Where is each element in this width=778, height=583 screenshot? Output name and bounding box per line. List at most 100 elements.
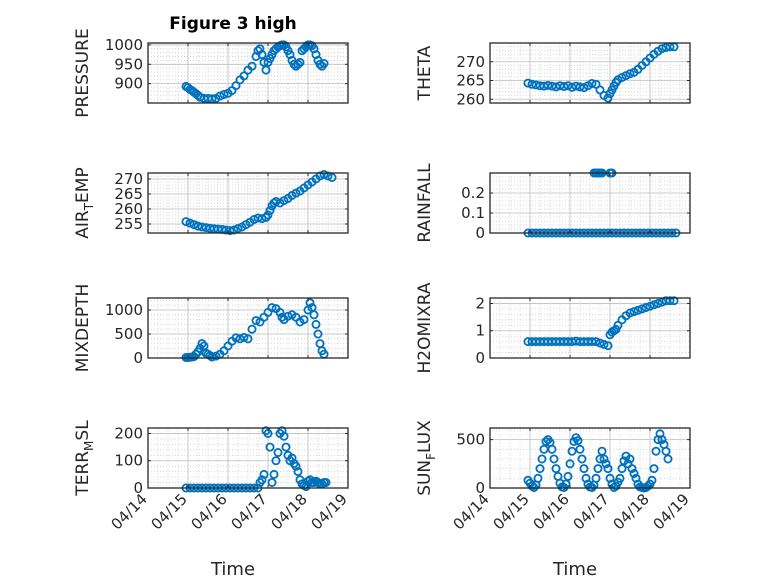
data-point — [267, 477, 277, 487]
x-tick-label: 04/19 — [650, 490, 693, 533]
data-point — [593, 464, 603, 474]
data-point — [189, 220, 199, 230]
data-point — [627, 464, 637, 474]
data-point — [625, 69, 635, 79]
data-point — [231, 81, 241, 91]
x-tick-label: 04/16 — [188, 490, 231, 533]
y-axis-label: RAINFALL — [415, 163, 435, 243]
y-tick-label: 270 — [114, 170, 143, 188]
y-axis-label-main: SUN — [415, 460, 435, 496]
x-tick-label: 04/15 — [490, 490, 533, 533]
data-point — [657, 435, 667, 445]
y-tick-label: 500 — [114, 325, 143, 343]
data-point — [185, 218, 195, 228]
y-axis-label-subscript: M — [82, 441, 96, 451]
data-point — [283, 311, 293, 321]
data-point — [257, 475, 267, 485]
y-axis-label: MIXDEPTH — [73, 284, 93, 373]
y-axis-label: THETA — [415, 45, 435, 101]
data-point — [277, 426, 287, 436]
y-tick-label: 1000 — [105, 36, 143, 54]
y-tick-label: 260 — [456, 90, 485, 108]
y-tick-label: 500 — [456, 431, 485, 449]
data-point — [239, 332, 249, 342]
x-axis-label: Time — [210, 559, 255, 580]
y-tick-label: 255 — [114, 215, 143, 233]
data-point — [193, 221, 203, 231]
data-point — [257, 50, 267, 60]
data-point — [643, 481, 653, 491]
y-axis-label-rest: EMP — [73, 167, 93, 203]
data-point — [259, 57, 269, 67]
data-point — [243, 334, 253, 344]
y-tick-label: 950 — [114, 55, 143, 73]
data-point — [215, 91, 225, 101]
data-point — [281, 442, 291, 452]
data-point — [603, 93, 613, 103]
data-point — [261, 65, 271, 75]
data-point — [279, 431, 289, 441]
data-point — [649, 300, 659, 310]
data-point — [599, 339, 609, 349]
data-point — [603, 341, 613, 351]
data-point — [265, 442, 275, 452]
x-tick-label: 04/14 — [450, 490, 493, 533]
data-series — [181, 40, 329, 104]
data-point — [541, 436, 551, 446]
subplot-6: 0 1 2 H2OMIXRA — [415, 282, 691, 374]
y-tick-label: 900 — [114, 75, 143, 93]
data-point — [575, 444, 585, 454]
grid-lines — [489, 172, 691, 234]
data-point — [279, 40, 289, 50]
data-point — [651, 446, 661, 456]
data-point — [535, 464, 545, 474]
data-point — [663, 454, 673, 464]
data-point — [299, 315, 309, 325]
data-point — [567, 446, 577, 456]
y-tick-label: 265 — [114, 185, 143, 203]
data-point — [271, 456, 281, 466]
axes-box — [489, 42, 691, 104]
data-point — [273, 447, 283, 457]
x-tick-label: 04/17 — [570, 490, 613, 533]
y-tick-label: 1000 — [105, 301, 143, 319]
data-point — [647, 475, 657, 485]
data-point — [291, 461, 301, 471]
data-point — [319, 169, 329, 179]
data-point — [239, 71, 249, 81]
data-point — [315, 59, 325, 69]
y-axis-label: SUNFLUX — [415, 420, 438, 496]
axes-box — [489, 172, 691, 234]
data-point — [293, 467, 303, 477]
data-point — [649, 464, 659, 474]
data-point — [661, 446, 671, 456]
data-point — [531, 80, 541, 90]
data-point — [601, 459, 611, 469]
y-axis-label: H2OMIXRA — [415, 282, 435, 373]
y-tick-label: 0.1 — [461, 204, 485, 222]
data-point — [587, 337, 597, 347]
data-point — [301, 482, 311, 492]
axes-box — [489, 297, 691, 359]
data-point — [309, 310, 319, 320]
data-point — [295, 57, 305, 67]
data-point — [645, 301, 655, 311]
y-tick-label: 265 — [456, 72, 485, 90]
data-series — [523, 42, 679, 103]
data-point — [247, 324, 257, 334]
data-point — [591, 337, 601, 347]
y-tick-label: 2 — [475, 294, 485, 312]
data-series — [181, 298, 329, 362]
data-point — [637, 304, 647, 314]
y-axis-label-subscript: F — [424, 453, 438, 460]
y-axis-label-rest: SL — [73, 420, 93, 441]
data-point — [269, 469, 279, 479]
data-point — [629, 468, 639, 478]
data-point — [549, 454, 559, 464]
data-point — [629, 307, 639, 317]
data-point — [625, 454, 635, 464]
data-point — [537, 454, 547, 464]
